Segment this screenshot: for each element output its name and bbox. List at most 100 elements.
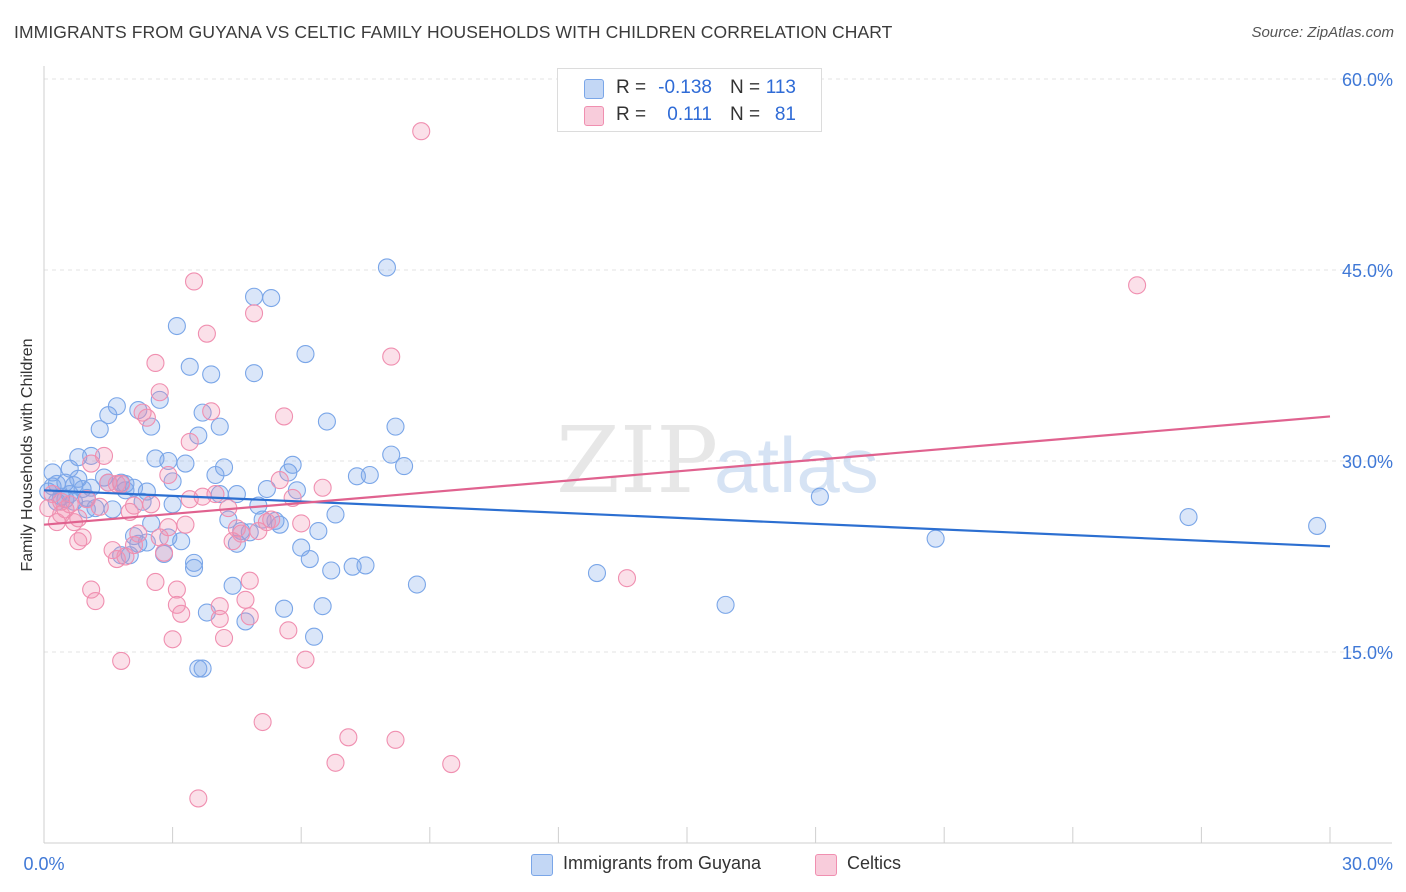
point-celtics xyxy=(146,353,165,373)
point-celtics xyxy=(617,569,637,588)
point-guyana xyxy=(69,469,88,488)
point-celtics xyxy=(129,524,148,543)
point-celtics xyxy=(296,650,315,669)
point-guyana xyxy=(43,463,62,482)
point-guyana xyxy=(150,390,169,409)
x-tick-label: 0.0% xyxy=(23,854,64,874)
n-label: N = xyxy=(730,104,761,125)
point-guyana xyxy=(189,659,208,678)
trend-lines xyxy=(43,415,1331,548)
point-celtics xyxy=(137,408,156,427)
point-guyana xyxy=(244,287,264,306)
legend-swatch-celtics xyxy=(815,854,837,876)
point-guyana xyxy=(356,556,375,575)
point-guyana xyxy=(176,454,195,473)
n-value: 81 xyxy=(774,104,796,125)
point-guyana xyxy=(300,549,319,569)
legend-swatch-guyana xyxy=(531,854,553,876)
point-celtics xyxy=(189,789,208,808)
point-celtics xyxy=(142,495,161,514)
point-guyana xyxy=(163,495,182,514)
point-celtics xyxy=(124,535,144,555)
point-celtics xyxy=(90,497,109,516)
point-celtics xyxy=(240,607,259,626)
point-celtics xyxy=(154,543,174,562)
point-guyana xyxy=(107,397,126,416)
point-celtics xyxy=(86,592,105,611)
watermark: ZIP atlas xyxy=(556,407,879,514)
point-celtics xyxy=(382,347,401,366)
legend-swatch-celtics xyxy=(584,106,604,126)
point-celtics xyxy=(112,651,131,670)
x-tick-label: 30.0% xyxy=(1342,854,1393,874)
point-celtics xyxy=(279,621,298,640)
point-celtics xyxy=(172,604,191,623)
point-celtics xyxy=(412,122,431,141)
point-celtics xyxy=(94,446,114,465)
y-axis-label: Family Households with Children xyxy=(19,338,36,572)
point-guyana xyxy=(184,553,204,572)
n-value: 113 xyxy=(765,77,796,98)
point-guyana xyxy=(926,529,945,548)
r-value: -0.138 xyxy=(658,77,712,98)
point-celtics xyxy=(386,730,405,749)
point-guyana xyxy=(142,417,161,436)
trend-line-celtics xyxy=(43,415,1331,526)
point-celtics xyxy=(253,712,272,732)
y-tick-label: 45.0% xyxy=(1342,261,1393,281)
point-celtics xyxy=(236,590,255,609)
point-celtics xyxy=(275,407,294,426)
point-celtics xyxy=(442,755,461,774)
point-guyana xyxy=(90,420,109,439)
point-guyana xyxy=(360,465,379,485)
trend-line-guyana xyxy=(43,489,1331,548)
stats-row-guyana: R = -0.138 N = 113 xyxy=(558,73,821,101)
point-celtics xyxy=(112,474,131,493)
point-guyana xyxy=(407,575,426,594)
y-tick-label: 30.0% xyxy=(1342,452,1393,472)
point-celtics xyxy=(73,528,92,547)
point-celtics xyxy=(197,324,216,343)
point-guyana xyxy=(210,417,229,436)
watermark-zip: ZIP xyxy=(556,407,718,514)
point-guyana xyxy=(193,659,212,678)
tick-labels: 15.0% 30.0% 45.0% 60.0% 0.0% 30.0% xyxy=(23,70,1393,874)
point-celtics xyxy=(146,572,165,592)
point-guyana xyxy=(223,576,242,595)
point-guyana xyxy=(716,595,735,614)
r-label: R = xyxy=(616,104,647,125)
point-celtics xyxy=(214,628,234,648)
point-celtics xyxy=(150,383,169,402)
point-celtics xyxy=(262,510,281,529)
stats-row-celtics: R = 0.111 N = 81 xyxy=(558,100,821,128)
point-guyana xyxy=(82,446,101,465)
point-celtics xyxy=(240,571,259,590)
legend-label-guyana: Immigrants from Guyana xyxy=(563,853,762,873)
point-celtics xyxy=(167,580,186,599)
gridlines xyxy=(44,78,1392,653)
point-guyana xyxy=(1308,516,1327,535)
point-celtics xyxy=(69,509,88,528)
point-guyana xyxy=(296,344,315,364)
point-celtics xyxy=(244,304,264,323)
point-guyana xyxy=(313,597,332,616)
point-guyana xyxy=(1179,507,1198,527)
stats-legend: R = -0.138 N = 113 R = 0.111 N = 81 xyxy=(557,68,822,132)
point-celtics xyxy=(180,432,199,451)
point-celtics xyxy=(206,485,225,504)
point-guyana xyxy=(214,458,234,477)
point-guyana xyxy=(587,564,607,583)
point-celtics xyxy=(163,630,182,649)
point-celtics xyxy=(167,595,186,614)
point-guyana xyxy=(810,487,829,506)
point-guyana xyxy=(262,288,281,308)
point-guyana xyxy=(202,365,221,384)
point-guyana xyxy=(317,412,336,431)
r-value: 0.111 xyxy=(667,104,712,125)
point-celtics xyxy=(82,580,101,599)
point-celtics xyxy=(339,728,358,747)
point-celtics xyxy=(1128,276,1147,295)
point-guyana xyxy=(382,445,401,464)
point-guyana xyxy=(244,364,264,383)
